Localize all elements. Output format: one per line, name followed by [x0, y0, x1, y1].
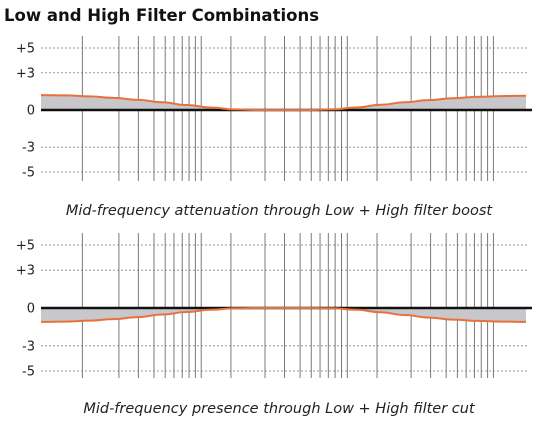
chart-caption: Mid-frequency presence through Low + Hig… — [83, 401, 476, 417]
chart-caption: Mid-frequency attenuation through Low + … — [66, 203, 494, 219]
page-title: Low and High Filter Combinations — [4, 6, 320, 25]
chart-panel-1: +5 +3 0 -3 -5 Mid-frequency attenuation throu… — [16, 36, 532, 219]
y-tick-label: +3 — [16, 264, 35, 279]
response-curve — [40, 94, 527, 111]
y-tick-label: 0 — [27, 104, 35, 119]
y-tick-label: -5 — [22, 365, 35, 380]
y-tick-label: +3 — [16, 66, 35, 81]
curve-fill — [41, 95, 526, 110]
response-curve — [40, 306, 527, 323]
y-tick-label: -5 — [22, 166, 35, 181]
curve-fill — [41, 308, 526, 322]
chart-panel-2: +5 +3 0 -3 -5 Mid-frequency presence through … — [16, 233, 532, 417]
y-tick-label: +5 — [16, 239, 35, 254]
y-tick-label: -3 — [22, 141, 35, 156]
y-tick-label: -3 — [22, 339, 35, 354]
y-tick-label: +5 — [16, 42, 35, 57]
y-tick-label: 0 — [27, 302, 35, 317]
